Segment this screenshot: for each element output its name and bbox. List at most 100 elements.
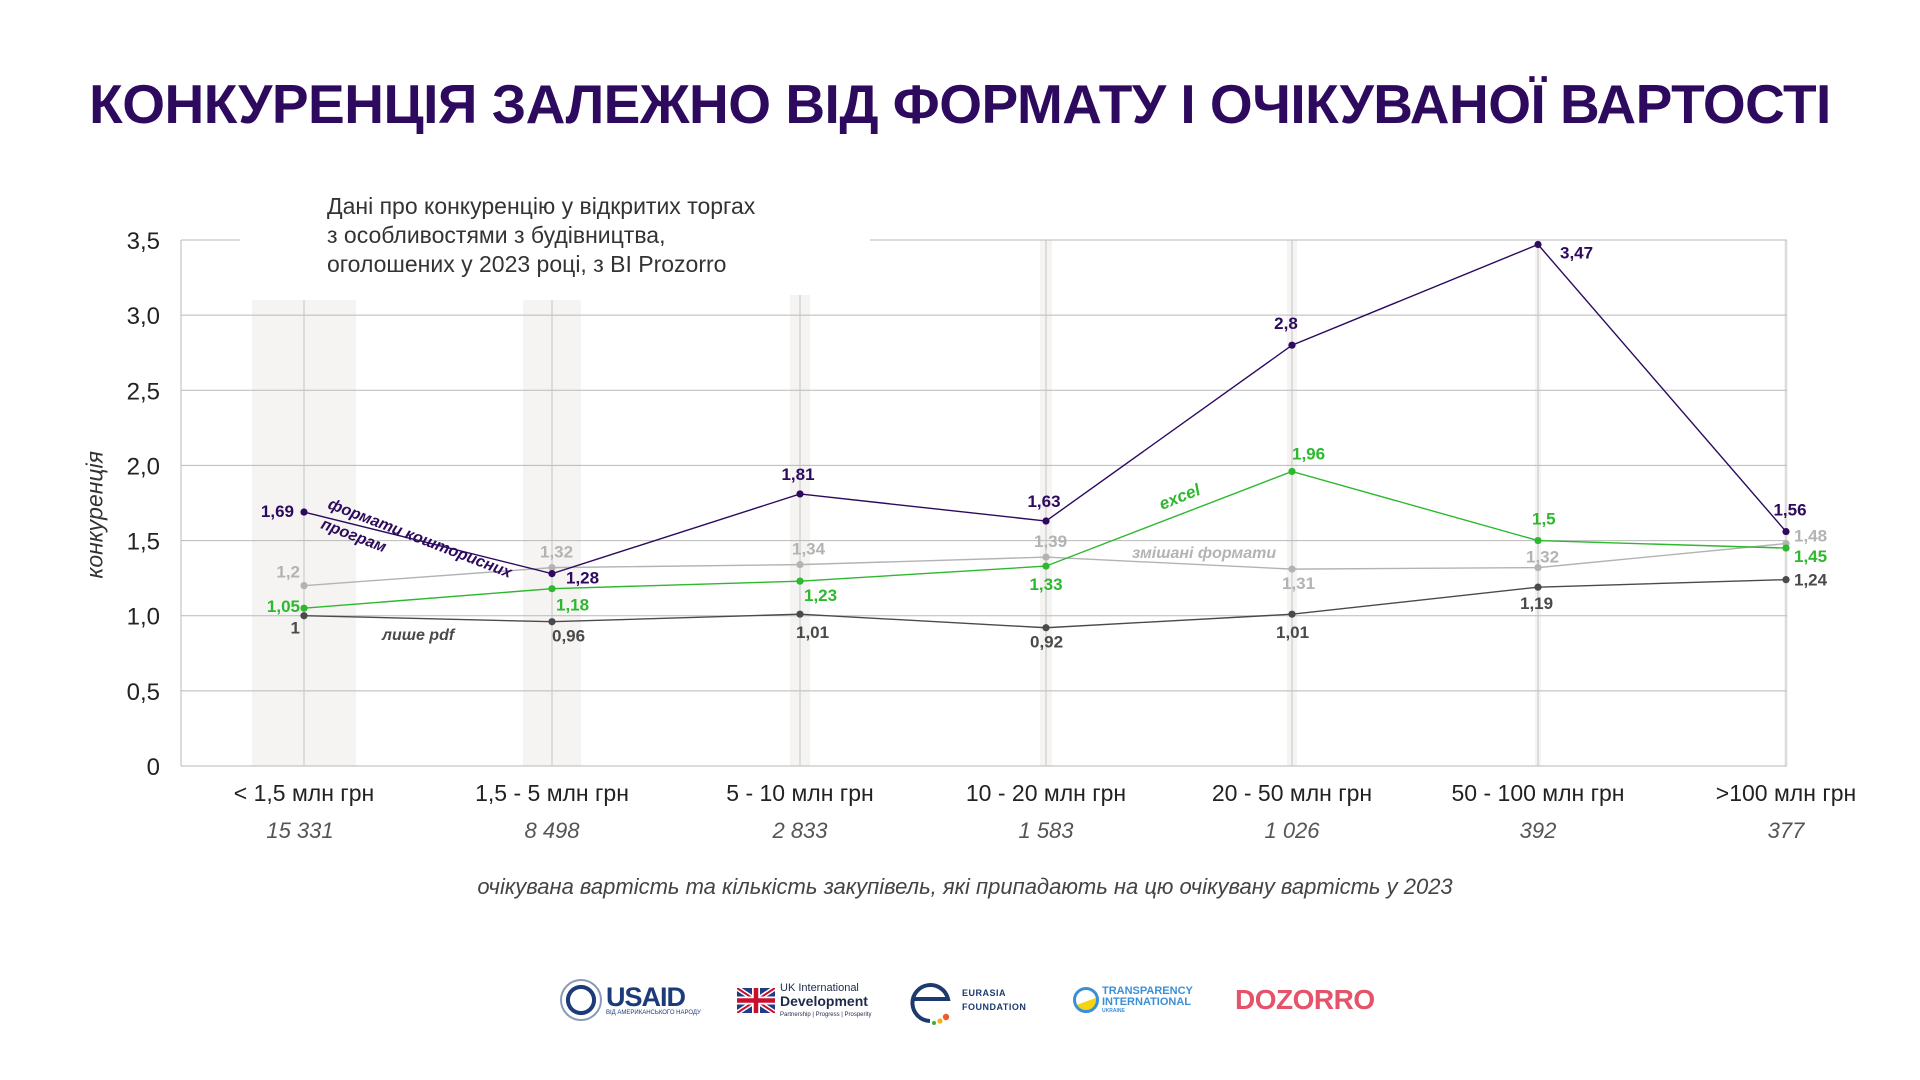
data-label: 1 xyxy=(291,619,300,638)
data-label: 1,63 xyxy=(1027,492,1060,511)
ti-line2: INTERNATIONAL xyxy=(1102,996,1192,1008)
data-point xyxy=(1042,562,1050,570)
procurement-count: 1 026 xyxy=(1264,818,1320,843)
subtitle-line: оголошених у 2023 році, з BI Prozorro xyxy=(327,251,727,277)
x-tick-label: 50 - 100 млн грн xyxy=(1451,780,1625,806)
data-label: 1,01 xyxy=(1276,623,1309,642)
data-point xyxy=(796,490,804,498)
procurement-count: 8 498 xyxy=(524,818,580,843)
data-label: 1,24 xyxy=(1794,571,1828,590)
usaid-wordmark: USAID xyxy=(606,982,701,1012)
data-point xyxy=(300,582,308,590)
data-point xyxy=(1042,517,1050,525)
data-label: 1,39 xyxy=(1034,532,1067,551)
data-label: 1,19 xyxy=(1520,594,1553,613)
ti-line1: TRANSPARENCY xyxy=(1102,985,1193,997)
x-tick-label: 10 - 20 млн грн xyxy=(965,780,1127,806)
usaid-text: USAID xyxy=(606,982,686,1012)
data-label: 1,31 xyxy=(1282,574,1315,593)
dozorro-logo: DOZORRO xyxy=(1235,975,1375,1025)
data-label: 2,8 xyxy=(1274,314,1298,333)
data-point xyxy=(300,508,308,516)
data-label: 1,2 xyxy=(276,563,300,582)
data-label: 1,45 xyxy=(1794,547,1827,566)
data-point xyxy=(548,570,556,578)
data-label: 1,18 xyxy=(556,596,589,615)
eurasia-e-icon xyxy=(908,977,951,1025)
chart-subtitle: Дані про конкуренцію у відкритих торгах … xyxy=(327,192,755,279)
data-point xyxy=(1288,610,1296,618)
data-point xyxy=(1534,536,1542,545)
x-tick-label: >100 млн грн xyxy=(1715,780,1857,806)
data-label: 1,81 xyxy=(781,465,814,484)
data-point xyxy=(1782,527,1790,536)
data-label: 1,69 xyxy=(261,502,294,521)
data-point xyxy=(1288,565,1296,573)
data-label: 1,32 xyxy=(540,543,573,562)
usaid-logo: USAID ВІД АМЕРИКАНСЬКОГО НАРОДУ xyxy=(560,975,701,1025)
procurement-count: 392 xyxy=(1519,818,1557,843)
uk-tagline: Partnership | Progress | Prosperity xyxy=(780,1012,872,1018)
y-tick-label: 2,5 xyxy=(127,378,160,405)
y-tick-label: 0 xyxy=(147,754,160,781)
dozorro-wordmark: DOZORRO xyxy=(1235,984,1375,1015)
data-point xyxy=(548,585,556,593)
data-point xyxy=(1534,240,1542,249)
eurasia-foundation-logo: EURASIA FOUNDATION xyxy=(908,975,1026,1025)
uk-line2: Development xyxy=(780,993,868,1009)
data-point xyxy=(796,577,804,585)
data-label: 1,23 xyxy=(804,586,837,605)
subtitle-line: Дані про конкуренцію у відкритих торгах xyxy=(327,193,756,219)
y-tick-label: 1,0 xyxy=(127,604,160,631)
procurement-count: 377 xyxy=(1767,818,1805,843)
y-tick-label: 3,0 xyxy=(127,303,160,330)
x-tick-label: < 1,5 млн грн xyxy=(233,780,375,806)
data-label: 1,01 xyxy=(796,623,829,642)
y-tick-label: 2,0 xyxy=(127,453,160,480)
data-point xyxy=(1534,583,1542,591)
x-tick-label: 5 - 10 млн грн xyxy=(726,780,874,806)
data-label: 0,92 xyxy=(1030,633,1063,652)
subtitle-background xyxy=(240,225,870,295)
data-label: 1,48 xyxy=(1794,527,1827,546)
data-label: 1,28 xyxy=(566,569,599,588)
eurasia-line2: FOUNDATION xyxy=(962,1002,1027,1012)
data-point xyxy=(548,618,556,626)
series-annotation: змішані формати xyxy=(1132,545,1276,562)
series-annotation: лише pdf xyxy=(381,627,456,644)
data-point xyxy=(1782,544,1790,552)
usaid-tagline: ВІД АМЕРИКАНСЬКОГО НАРОДУ xyxy=(606,1010,701,1016)
data-point xyxy=(1288,341,1296,349)
eurasia-line1: EURASIA xyxy=(962,988,1007,998)
data-label: 1,5 xyxy=(1532,510,1556,529)
data-label: 1,56 xyxy=(1773,501,1806,520)
data-label: 1,96 xyxy=(1292,444,1325,463)
data-point xyxy=(1042,624,1050,632)
data-label: 1,33 xyxy=(1029,575,1062,594)
x-axis-label: очікувана вартість та кількість закупіве… xyxy=(477,874,1453,899)
x-tick-label: 1,5 - 5 млн грн xyxy=(475,780,629,806)
data-label: 1,34 xyxy=(792,540,826,559)
procurement-count: 1 583 xyxy=(1018,818,1074,843)
data-label: 3,47 xyxy=(1560,244,1593,263)
data-label: 0,96 xyxy=(552,627,585,646)
data-label: 1,32 xyxy=(1526,548,1559,567)
data-point xyxy=(1534,564,1542,572)
data-point xyxy=(1782,576,1790,584)
procurement-count: 15 331 xyxy=(266,818,334,843)
data-point xyxy=(548,564,556,572)
data-point xyxy=(796,561,804,569)
data-point xyxy=(300,604,308,612)
page-title: КОНКУРЕНЦІЯ ЗАЛЕЖНО ВІД ФОРМАТУ І ОЧІКУВ… xyxy=(89,73,1831,135)
y-tick-label: 1,5 xyxy=(127,529,160,556)
x-tick-label: 20 - 50 млн грн xyxy=(1211,780,1373,806)
data-point xyxy=(300,612,308,620)
subtitle-line: з особливостями з будівництва, xyxy=(327,222,666,248)
ti-line3: UKRAINE xyxy=(1102,1008,1125,1014)
data-point xyxy=(1288,467,1296,476)
uk-line1: UK International xyxy=(780,982,859,994)
data-point xyxy=(1042,553,1050,561)
data-label: 1,05 xyxy=(267,597,300,616)
y-tick-label: 0,5 xyxy=(127,679,160,706)
